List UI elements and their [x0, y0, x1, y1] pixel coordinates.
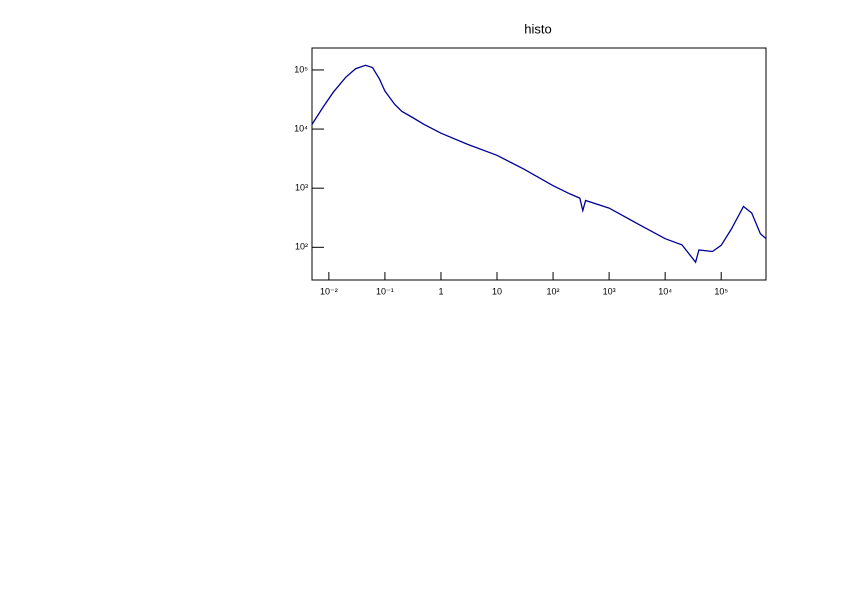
- x-tick-label: 10: [492, 286, 502, 296]
- x-tick-label: 1: [438, 286, 443, 296]
- x-tick-label: 10²: [547, 286, 560, 296]
- y-tick-label: 10³: [295, 183, 308, 193]
- data-line: [311, 64, 767, 264]
- x-tick-label: 10⁴: [658, 286, 672, 296]
- y-tick-label: 10⁵: [294, 64, 308, 74]
- y-tick-label: 10²: [295, 242, 308, 252]
- x-tick-label: 10³: [603, 286, 616, 296]
- x-tick-label: 10⁵: [714, 286, 728, 296]
- x-tick-label: 10⁻²: [320, 286, 338, 296]
- x-tick-label: 10⁻¹: [376, 286, 394, 296]
- y-tick-label: 10⁴: [294, 123, 308, 133]
- chart-title: histo: [524, 21, 551, 36]
- plot-frame: [311, 47, 767, 281]
